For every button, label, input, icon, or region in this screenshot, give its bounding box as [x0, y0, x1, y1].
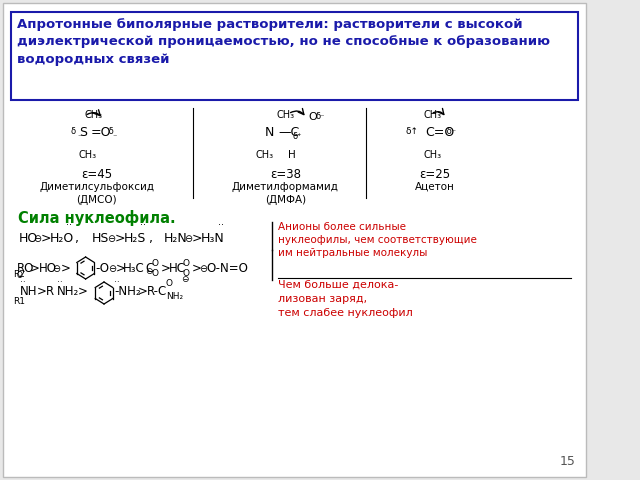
- Text: >: >: [191, 262, 202, 275]
- Text: Диметилформамид: Диметилформамид: [232, 182, 339, 192]
- Text: HS: HS: [92, 232, 109, 245]
- Text: δ⁺: δ⁺: [292, 132, 302, 141]
- Text: δ⁻: δ⁻: [444, 128, 456, 136]
- Text: ⊖: ⊖: [109, 264, 116, 274]
- Text: N: N: [265, 125, 275, 139]
- Text: ⊖: ⊖: [199, 264, 207, 274]
- Text: (ДМСО): (ДМСО): [76, 195, 117, 205]
- Text: >: >: [138, 285, 148, 298]
- Text: CH₃: CH₃: [78, 150, 97, 160]
- Text: CH₃: CH₃: [424, 110, 442, 120]
- Text: HC: HC: [170, 262, 186, 275]
- Text: O: O: [152, 269, 159, 278]
- Text: >: >: [40, 232, 51, 245]
- Text: ··: ··: [114, 278, 120, 287]
- Text: Ацетон: Ацетон: [415, 182, 454, 192]
- Text: δ⁻: δ⁻: [316, 112, 325, 121]
- Text: Чем больше делока-
лизован заряд,
тем слабее нуклеофил: Чем больше делока- лизован заряд, тем сл…: [278, 280, 413, 318]
- Text: NH₂: NH₂: [57, 285, 79, 298]
- Text: ⊖: ⊖: [184, 234, 192, 244]
- Text: O: O: [17, 271, 22, 280]
- Text: -O: -O: [96, 262, 109, 275]
- Text: H₃N: H₃N: [201, 232, 225, 245]
- Text: ⊖: ⊖: [33, 234, 41, 244]
- Text: Сила нуклеофила.: Сила нуклеофила.: [19, 210, 176, 226]
- Text: Анионы более сильные
нуклеофилы, чем соответствующие
им нейтральные молекулы: Анионы более сильные нуклеофилы, чем соо…: [278, 222, 477, 258]
- FancyBboxPatch shape: [3, 3, 586, 477]
- Text: CH₃: CH₃: [85, 110, 103, 120]
- Text: O: O: [166, 279, 173, 288]
- Text: >: >: [116, 262, 126, 275]
- Text: O: O: [182, 259, 189, 268]
- Text: CH₃: CH₃: [276, 110, 294, 120]
- Text: >: >: [29, 262, 39, 275]
- Text: >: >: [191, 232, 202, 245]
- Text: C=O: C=O: [425, 125, 454, 139]
- Text: R2: R2: [13, 270, 25, 279]
- Text: H₂O: H₂O: [50, 232, 74, 245]
- Text: >: >: [114, 232, 125, 245]
- Text: ε=38: ε=38: [270, 168, 301, 181]
- Text: ⊖: ⊖: [145, 267, 153, 276]
- Text: ⊖: ⊖: [107, 234, 115, 244]
- Text: O: O: [152, 259, 159, 268]
- Text: O: O: [182, 269, 189, 278]
- Text: CH₃: CH₃: [424, 150, 442, 160]
- Text: CH₃: CH₃: [255, 150, 273, 160]
- Text: H₂S: H₂S: [124, 232, 146, 245]
- Text: ··: ··: [57, 278, 63, 287]
- Text: ··: ··: [20, 278, 26, 287]
- Text: H: H: [288, 150, 296, 160]
- Text: NH₂: NH₂: [166, 292, 183, 301]
- Text: (ДМФА): (ДМФА): [265, 195, 306, 205]
- Text: ⁻: ⁻: [112, 132, 116, 141]
- Text: —C: —C: [279, 125, 300, 139]
- Text: ··: ··: [140, 220, 146, 230]
- Text: 15: 15: [559, 455, 575, 468]
- Text: R1: R1: [13, 297, 25, 306]
- Text: NH: NH: [20, 285, 38, 298]
- Text: -NH₂: -NH₂: [114, 285, 141, 298]
- Text: Диметилсульфоксид: Диметилсульфоксид: [39, 182, 154, 192]
- Text: C: C: [145, 262, 154, 275]
- Text: HO: HO: [19, 232, 38, 245]
- Text: R-C: R-C: [147, 285, 168, 298]
- Text: O-N=O: O-N=O: [206, 262, 248, 275]
- Text: ε=25: ε=25: [419, 168, 450, 181]
- Text: ,: ,: [74, 232, 79, 245]
- Text: =O: =O: [90, 125, 111, 139]
- Text: ··: ··: [67, 220, 72, 230]
- Text: >: >: [161, 262, 171, 275]
- Text: O: O: [308, 112, 317, 122]
- Text: ,: ,: [149, 232, 153, 245]
- Text: >: >: [37, 285, 47, 298]
- Text: δ: δ: [106, 128, 113, 136]
- FancyBboxPatch shape: [11, 12, 578, 100]
- Text: S: S: [79, 125, 87, 139]
- Text: ⊖: ⊖: [181, 275, 189, 284]
- Text: ⁻: ⁻: [77, 132, 82, 141]
- Text: ⊖: ⊖: [52, 264, 61, 274]
- Text: HO: HO: [38, 262, 57, 275]
- Text: δ↑: δ↑: [406, 128, 419, 136]
- Text: ··: ··: [218, 220, 224, 230]
- Text: δ: δ: [70, 128, 76, 136]
- Text: >: >: [77, 285, 87, 298]
- Text: Апротонные биполярные растворители: растворители с высокой
диэлектрической прони: Апротонные биполярные растворители: раст…: [17, 18, 550, 66]
- Text: ε=45: ε=45: [81, 168, 112, 181]
- Text: H₃C: H₃C: [124, 262, 145, 275]
- Text: H₂N: H₂N: [164, 232, 188, 245]
- Text: >: >: [61, 262, 70, 275]
- Text: R: R: [46, 285, 54, 298]
- Text: RO: RO: [17, 262, 34, 275]
